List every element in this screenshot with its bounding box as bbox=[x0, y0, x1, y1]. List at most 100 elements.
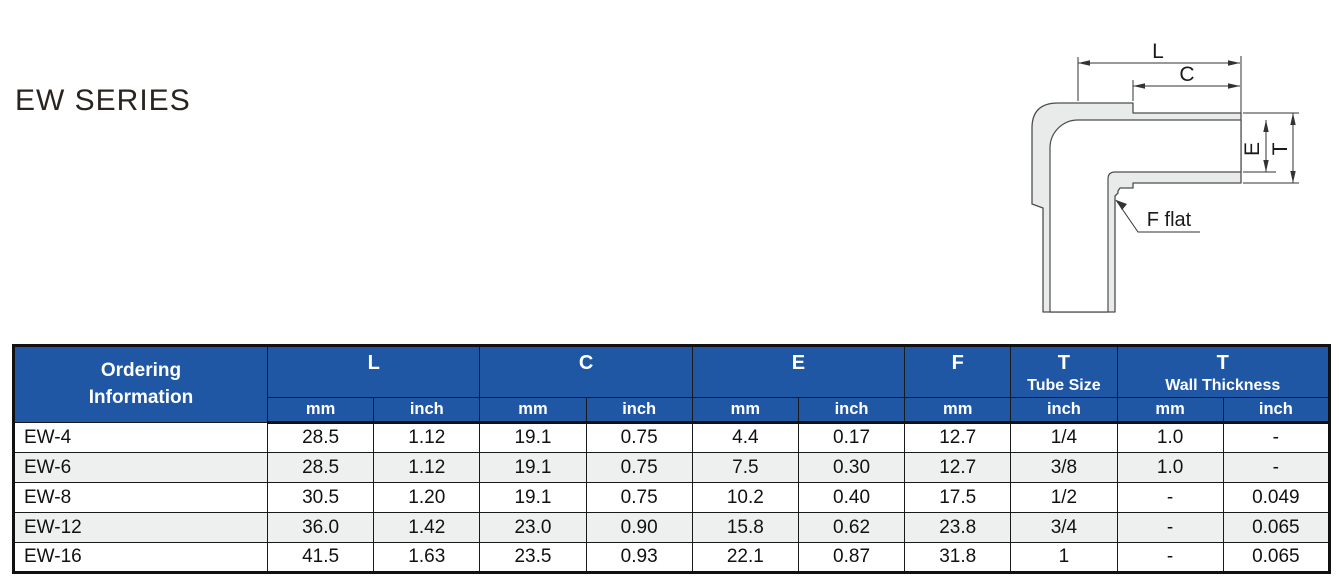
table-body: EW-4 28.5 1.12 19.1 0.75 4.4 0.17 12.7 1/4 1.0- EW… bbox=[13, 422, 1331, 573]
unit-header: inch bbox=[1222, 397, 1331, 424]
unit-header: mm bbox=[266, 397, 375, 424]
value-cell: 1.42 bbox=[373, 512, 481, 543]
fitting-bore-shape bbox=[1049, 119, 1242, 313]
ordering-header-line1: Ordering bbox=[100, 359, 182, 381]
value-cell: 1 bbox=[1010, 542, 1118, 573]
value-cell: 0.87 bbox=[797, 542, 906, 573]
dim-label-L: L bbox=[1152, 40, 1164, 63]
dim-label-C: C bbox=[1179, 63, 1194, 86]
dim-label-T: T bbox=[1269, 142, 1292, 155]
value-cell: 1.20 bbox=[373, 482, 481, 513]
value-cell: 41.5 bbox=[266, 542, 375, 573]
unit-header: inch bbox=[1010, 397, 1118, 424]
wall-thickness-letter: T bbox=[1216, 352, 1229, 374]
model-cell: EW-6 bbox=[13, 452, 268, 483]
value-cell: 0.75 bbox=[585, 422, 693, 453]
value-cell: 10.2 bbox=[691, 482, 799, 513]
unit-header: mm bbox=[691, 397, 799, 424]
value-cell: 23.8 bbox=[904, 512, 1012, 543]
value-cell: - bbox=[1116, 542, 1224, 573]
tube-size-label: Tube Size bbox=[1027, 377, 1101, 394]
value-cell: - bbox=[1116, 482, 1224, 513]
value-cell: 1.12 bbox=[373, 422, 481, 453]
value-cell: 19.1 bbox=[479, 422, 587, 453]
value-cell: 3/4 bbox=[1010, 512, 1118, 543]
value-cell: 23.0 bbox=[479, 512, 587, 543]
value-cell: 28.5 bbox=[266, 452, 375, 483]
value-cell: 1.0 bbox=[1116, 452, 1224, 483]
ordering-header-line2: Information bbox=[88, 386, 194, 408]
dimension-T: T bbox=[1269, 113, 1296, 183]
group-header-tube-size: T Tube Size bbox=[1010, 345, 1118, 398]
model-cell: EW-4 bbox=[13, 422, 268, 453]
f-flat-callout: F flat bbox=[1115, 199, 1200, 233]
model-cell: EW-12 bbox=[13, 512, 268, 543]
value-cell: 36.0 bbox=[266, 512, 375, 543]
value-cell: 23.5 bbox=[479, 542, 587, 573]
value-cell: 0.17 bbox=[797, 422, 906, 453]
table-row: EW-6 28.5 1.12 19.1 0.75 7.5 0.30 12.7 3/8 1.0- bbox=[13, 452, 1331, 483]
dimension-C: C bbox=[1133, 63, 1240, 89]
value-cell: 15.8 bbox=[691, 512, 799, 543]
value-cell: 31.8 bbox=[904, 542, 1012, 573]
value-cell: 12.7 bbox=[904, 422, 1012, 453]
value-cell: 17.5 bbox=[904, 482, 1012, 513]
value-cell: 28.5 bbox=[266, 422, 375, 453]
value-cell: 19.1 bbox=[479, 452, 587, 483]
value-cell: 30.5 bbox=[266, 482, 375, 513]
value-cell: 1.63 bbox=[373, 542, 481, 573]
value-cell: 0.90 bbox=[585, 512, 693, 543]
model-cell: EW-16 bbox=[13, 542, 268, 573]
value-cell: 0.40 bbox=[797, 482, 906, 513]
group-header-L: L bbox=[266, 345, 481, 398]
value-cell: 12.7 bbox=[904, 452, 1012, 483]
value-cell: 0.065 bbox=[1222, 542, 1331, 573]
wall-thickness-label: Wall Thickness bbox=[1165, 377, 1281, 394]
value-cell: 0.049 bbox=[1222, 482, 1331, 513]
value-cell: 19.1 bbox=[479, 482, 587, 513]
unit-header: inch bbox=[585, 397, 693, 424]
value-cell: 22.1 bbox=[691, 542, 799, 573]
value-cell: 1.0 bbox=[1116, 422, 1224, 453]
unit-header: inch bbox=[797, 397, 906, 424]
value-cell: 1/4 bbox=[1010, 422, 1118, 453]
page-title: EW SERIES bbox=[15, 84, 191, 117]
elbow-fitting-diagram: L C E T F flat bbox=[1031, 40, 1299, 313]
unit-header: mm bbox=[904, 397, 1012, 424]
value-cell: 1.12 bbox=[373, 452, 481, 483]
extension-lines bbox=[1077, 56, 1299, 184]
ordering-information-header: Ordering Information bbox=[13, 345, 268, 423]
unit-header: mm bbox=[1116, 397, 1224, 424]
value-cell: 0.30 bbox=[797, 452, 906, 483]
value-cell: 4.4 bbox=[691, 422, 799, 453]
value-cell: - bbox=[1116, 512, 1224, 543]
unit-header: mm bbox=[479, 397, 587, 424]
model-cell: EW-8 bbox=[13, 482, 268, 513]
value-cell: 0.93 bbox=[585, 542, 693, 573]
dimension-L: L bbox=[1078, 40, 1240, 66]
group-header-F: F bbox=[904, 345, 1012, 398]
unit-header: inch bbox=[373, 397, 481, 424]
header-units-row: mm inch mm inch mm inch mm inch mm inch bbox=[14, 397, 1331, 424]
value-cell: 7.5 bbox=[691, 452, 799, 483]
value-cell: 1/2 bbox=[1010, 482, 1118, 513]
header-group-row: Ordering Information L C E F T Tube Size… bbox=[13, 345, 1330, 423]
value-cell: 0.065 bbox=[1222, 512, 1331, 543]
value-cell: - bbox=[1222, 422, 1331, 453]
tube-size-letter: T bbox=[1057, 352, 1071, 374]
table-row: EW-8 30.5 1.20 19.1 0.75 10.2 0.40 17.5 1/2-0.04… bbox=[13, 482, 1331, 513]
dim-label-E: E bbox=[1241, 142, 1264, 156]
dimension-E: E bbox=[1241, 120, 1269, 172]
group-header-E: E bbox=[691, 345, 906, 398]
value-cell: 0.75 bbox=[585, 452, 693, 483]
group-header-wall-thickness: T Wall Thickness bbox=[1116, 345, 1330, 398]
f-flat-label: F flat bbox=[1147, 209, 1192, 231]
table-row: EW-16 41.5 1.63 23.5 0.93 22.1 0.87 31.8 1-0.065 bbox=[13, 542, 1331, 573]
table-row: EW-4 28.5 1.12 19.1 0.75 4.4 0.17 12.7 1/4 1.0- bbox=[13, 422, 1331, 453]
value-cell: - bbox=[1222, 452, 1331, 483]
table-row: EW-12 36.0 1.42 23.0 0.90 15.8 0.62 23.8 3/4-0.0… bbox=[13, 512, 1331, 543]
group-header-C: C bbox=[479, 345, 693, 398]
dimensions-table: Ordering Information L C E F T Tube Size… bbox=[12, 344, 1331, 574]
value-cell: 0.75 bbox=[585, 482, 693, 513]
value-cell: 0.62 bbox=[797, 512, 906, 543]
